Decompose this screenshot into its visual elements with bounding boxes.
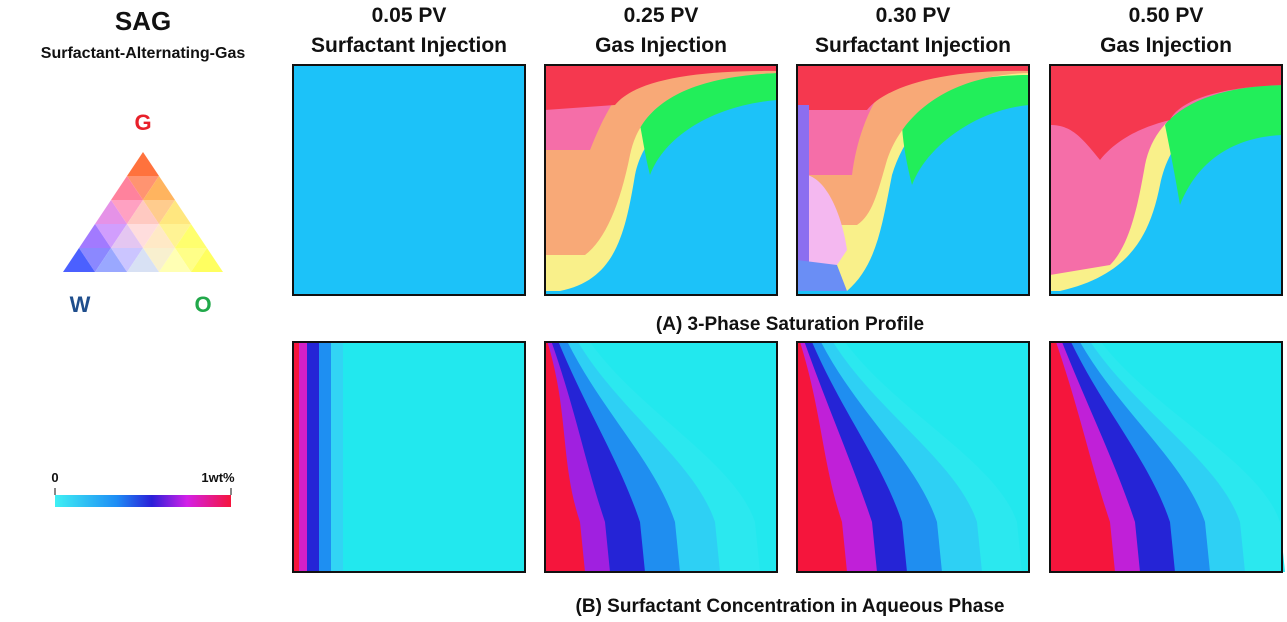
ternary-cell bbox=[127, 176, 159, 200]
ternary-cell bbox=[127, 224, 159, 248]
ternary-cell bbox=[63, 248, 95, 272]
concentration-panel bbox=[544, 341, 778, 573]
panel-frame bbox=[1049, 341, 1283, 573]
saturation-panel bbox=[544, 64, 778, 296]
panel-frame bbox=[1049, 64, 1283, 296]
ternary-cell bbox=[159, 248, 191, 272]
ternary-cell bbox=[111, 200, 143, 224]
panel-frame bbox=[796, 341, 1030, 573]
concentration-panel bbox=[796, 341, 1030, 573]
ternary-cell bbox=[79, 248, 111, 272]
ternary-cell bbox=[191, 248, 223, 272]
ternary-cell bbox=[127, 248, 159, 272]
region bbox=[797, 260, 847, 291]
region bbox=[797, 65, 1029, 110]
panel-frame bbox=[292, 341, 526, 573]
ternary-cell bbox=[111, 248, 143, 272]
region bbox=[640, 73, 777, 175]
saturation-panel bbox=[292, 64, 526, 296]
ternary-diagram bbox=[63, 152, 223, 272]
column-pv: 0.25 PV bbox=[624, 4, 699, 27]
ternary-cell bbox=[79, 224, 111, 248]
ternary-cell bbox=[143, 200, 175, 224]
ternary-label: W bbox=[70, 292, 91, 317]
panel-bg bbox=[293, 65, 525, 295]
ternary-cell bbox=[111, 224, 143, 248]
row-caption: (A) 3-Phase Saturation Profile bbox=[656, 314, 924, 335]
panel-frame bbox=[796, 64, 1030, 296]
ternary-cell bbox=[127, 200, 159, 224]
column-pv: 0.50 PV bbox=[1129, 4, 1204, 27]
panel-frame bbox=[544, 341, 778, 573]
ternary-cell bbox=[143, 224, 175, 248]
row-caption: (B) Surfactant Concentration in Aqueous … bbox=[576, 596, 1005, 617]
subtitle: Surfactant-Alternating-Gas bbox=[41, 45, 246, 62]
ternary-cell bbox=[127, 152, 159, 176]
panel-frame bbox=[544, 64, 778, 296]
column-stage: Gas Injection bbox=[1100, 34, 1232, 57]
ternary-cell bbox=[175, 224, 207, 248]
title: SAG bbox=[115, 6, 171, 36]
region bbox=[545, 342, 585, 572]
ternary-cell bbox=[143, 248, 175, 272]
colorbar-label: 1wt% bbox=[201, 470, 235, 485]
region bbox=[1050, 65, 1282, 160]
ternary-cell bbox=[111, 176, 143, 200]
panel-frame bbox=[292, 64, 526, 296]
column-stage: Surfactant Injection bbox=[311, 34, 507, 57]
colorbar-label: 0 bbox=[51, 470, 58, 485]
column-pv: 0.05 PV bbox=[372, 4, 447, 27]
ternary-cell bbox=[175, 248, 207, 272]
concentration-panel bbox=[1049, 341, 1285, 573]
region bbox=[545, 65, 777, 110]
ternary-cell bbox=[95, 200, 127, 224]
region bbox=[902, 75, 1029, 185]
colorbar bbox=[55, 495, 231, 507]
column-stage: Gas Injection bbox=[595, 34, 727, 57]
saturation-panel bbox=[796, 64, 1030, 296]
ternary-cell bbox=[159, 224, 191, 248]
ternary-label: G bbox=[134, 110, 151, 135]
region bbox=[293, 342, 299, 572]
ternary-cell bbox=[143, 176, 175, 200]
ternary-cell bbox=[159, 200, 191, 224]
column-pv: 0.30 PV bbox=[876, 4, 951, 27]
region bbox=[1050, 342, 1115, 572]
panels: 0.05 PV Surfactant Injection 0.25 PV Gas In… bbox=[292, 4, 1285, 573]
column-stage: Surfactant Injection bbox=[815, 34, 1011, 57]
ternary-cell bbox=[95, 248, 127, 272]
ternary-label: O bbox=[194, 292, 211, 317]
region bbox=[1165, 83, 1282, 205]
region bbox=[797, 342, 847, 572]
concentration-panel bbox=[292, 341, 526, 573]
region bbox=[797, 105, 809, 291]
ternary-cell bbox=[95, 224, 127, 248]
saturation-panel bbox=[1049, 64, 1283, 296]
region bbox=[807, 175, 847, 265]
